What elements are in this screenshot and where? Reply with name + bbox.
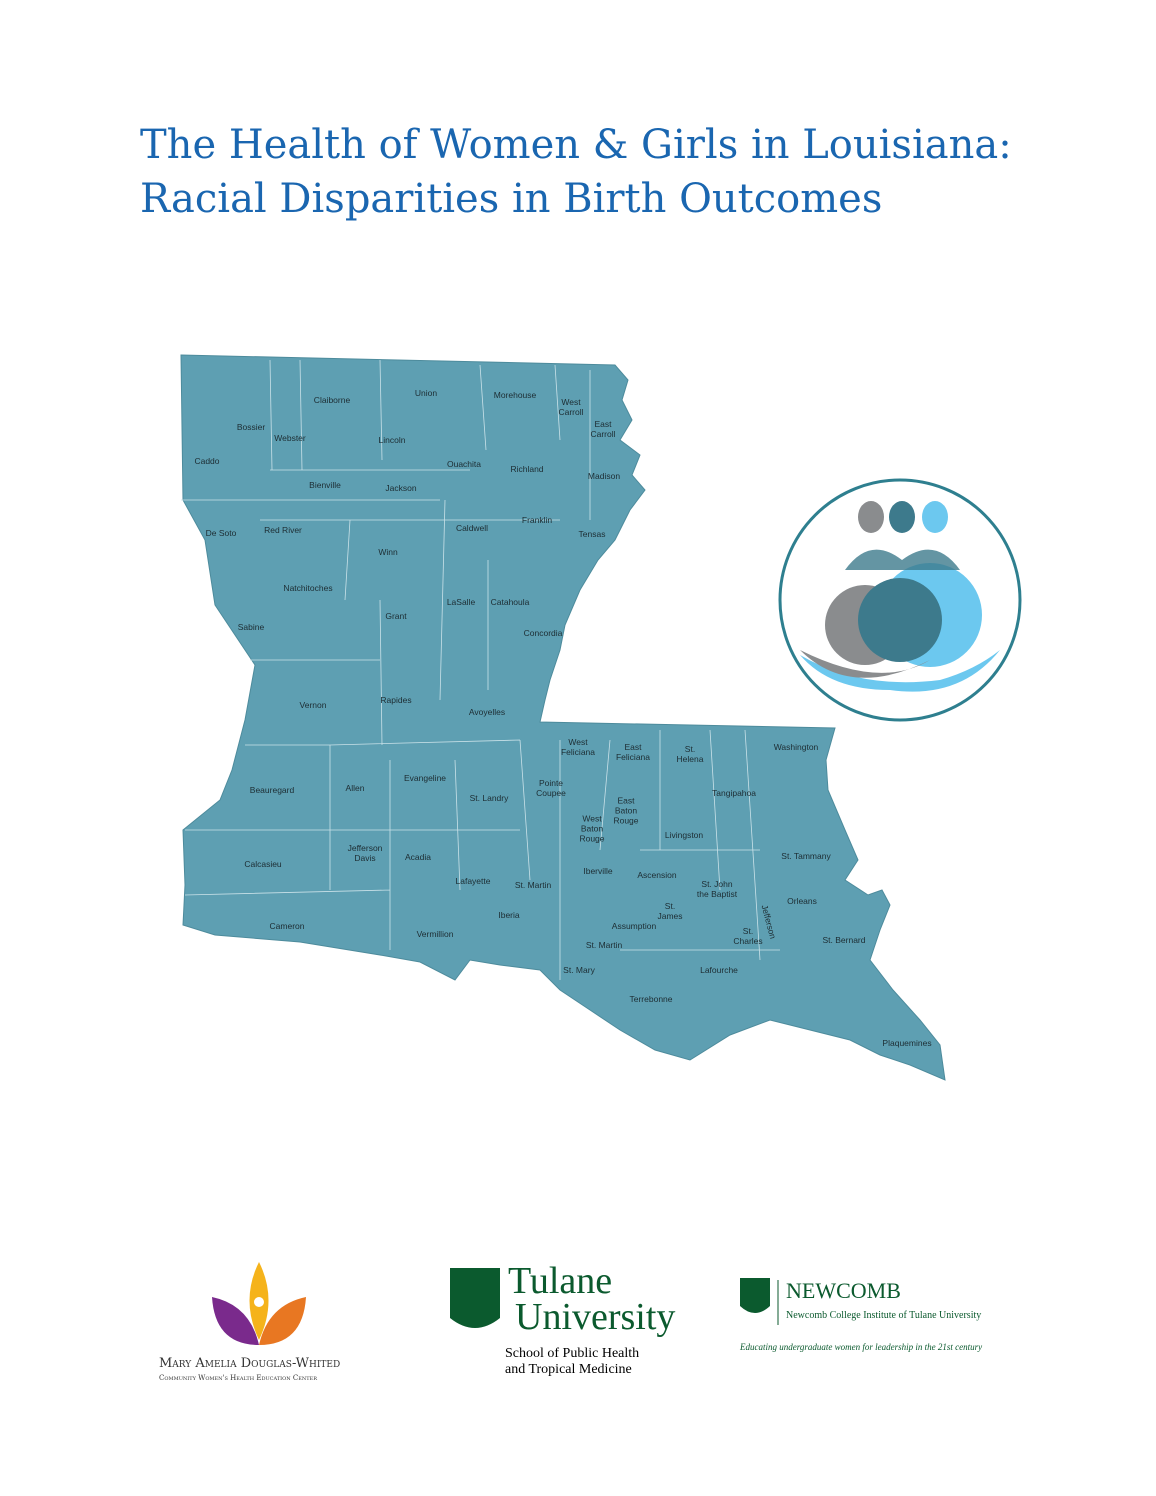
title-line: Racial Disparities in Birth Outcomes <box>140 176 883 222</box>
parish-label: Winn <box>378 547 398 558</box>
parish-label: Jackson <box>385 483 417 494</box>
parish-label: Rapides <box>380 695 412 706</box>
parish-label: Lafayette <box>455 876 491 887</box>
parish-label: Morehouse <box>493 390 537 401</box>
parish-label: Iberia <box>498 910 520 921</box>
parish-label: St. Charles <box>733 926 763 946</box>
parish-label: Beauregard <box>249 785 295 796</box>
parish-label: Assumption <box>611 921 657 932</box>
parish-label: Acadia <box>405 852 431 863</box>
parish-label: Caddo <box>194 456 220 467</box>
parish-label: Ascension <box>637 870 677 881</box>
parish-label: St. James <box>657 901 683 921</box>
parish-label: Webster <box>274 433 306 444</box>
parish-label: Red River <box>264 525 302 536</box>
parish-label: West Carroll <box>558 397 584 417</box>
parish-label: Richland <box>510 464 544 475</box>
parish-label: Washington <box>773 742 819 753</box>
parish-label: Cameron <box>269 921 305 932</box>
logo-text: University <box>515 1296 676 1338</box>
parish-label: St. Mary <box>563 965 595 976</box>
logo-text: Educating undergraduate women for leader… <box>740 1342 983 1352</box>
parish-label: Jefferson Davis <box>347 843 383 863</box>
parish-label: West Baton Rouge <box>579 813 605 843</box>
emblem-ring <box>778 478 1022 722</box>
parish-label: Sabine <box>237 622 265 633</box>
parish-label: Plaquemines <box>882 1038 932 1049</box>
parish-label: De Soto <box>205 528 237 539</box>
logo-text: Newcomb College Institute of Tulane Univ… <box>786 1310 982 1321</box>
parish-label: Catahoula <box>490 597 530 608</box>
parish-label: St. Martin <box>585 940 623 951</box>
tulane-shield <box>450 1268 779 1328</box>
parish-label: Bienville <box>309 480 341 491</box>
parish-label: Madison <box>587 471 621 482</box>
parish-label: Pointe Coupee <box>536 778 566 798</box>
whited-logo <box>212 1262 306 1345</box>
logo-text: Tulane <box>508 1260 613 1302</box>
parish-label: St. Helena <box>676 744 704 764</box>
logo-text: and Tropical Medicine <box>505 1362 632 1377</box>
parish-label: St. John the Baptist <box>696 879 738 899</box>
parish-label: Allen <box>345 783 365 794</box>
emblem <box>800 501 1000 692</box>
parish-label: Lincoln <box>378 435 406 446</box>
parish-label: Calcasieu <box>244 859 282 870</box>
louisiana-map <box>180 354 946 1081</box>
parish-label: Bossier <box>236 422 266 433</box>
parish-label: Concordia <box>523 628 563 639</box>
parish-label: East Carroll <box>590 419 616 439</box>
parish-label: Ouachita <box>446 459 482 470</box>
parish-label: St. Landry <box>469 793 509 804</box>
parish-label: Vernon <box>299 700 327 711</box>
parish-label: Avoyelles <box>468 707 506 718</box>
parish-label: Caldwell <box>455 523 489 534</box>
parish-label: Union <box>414 388 438 399</box>
parish-boundaries <box>181 359 780 980</box>
parish-label: Terrebonne <box>629 994 673 1005</box>
parish-label: St. Tammany <box>781 851 831 862</box>
parish-label: Franklin <box>521 515 553 526</box>
parish-label: Claiborne <box>313 395 351 406</box>
parish-label: St. Martin <box>514 880 552 891</box>
logo-text: Community Women's Health Education Cente… <box>159 1374 317 1382</box>
parish-label: East Baton Rouge <box>613 795 639 825</box>
parish-label: Tangipahoa <box>712 788 756 799</box>
parish-label: Iberville <box>583 866 613 877</box>
parish-label: Tensas <box>578 529 606 540</box>
logo-text: NEWCOMB <box>786 1278 901 1303</box>
parish-label: Evangeline <box>403 773 447 784</box>
parish-label: West Feliciana <box>560 737 596 757</box>
parish-label: Natchitoches <box>283 583 333 594</box>
logo-text: Mary Amelia Douglas-Whited <box>159 1356 341 1371</box>
parish-label: Vermillion <box>416 929 454 940</box>
parish-label: Livingston <box>664 830 704 841</box>
parish-label: LaSalle <box>446 597 476 608</box>
parish-label: East Feliciana <box>615 742 651 762</box>
title-line: The Health of Women & Girls in Louisiana… <box>140 122 1012 168</box>
parish-label: Grant <box>385 611 407 622</box>
parish-label: Lafourche <box>700 965 738 976</box>
logo-text: School of Public Health <box>505 1346 640 1361</box>
parish-label: St. Bernard <box>822 935 866 946</box>
parish-label: Orleans <box>787 896 817 907</box>
